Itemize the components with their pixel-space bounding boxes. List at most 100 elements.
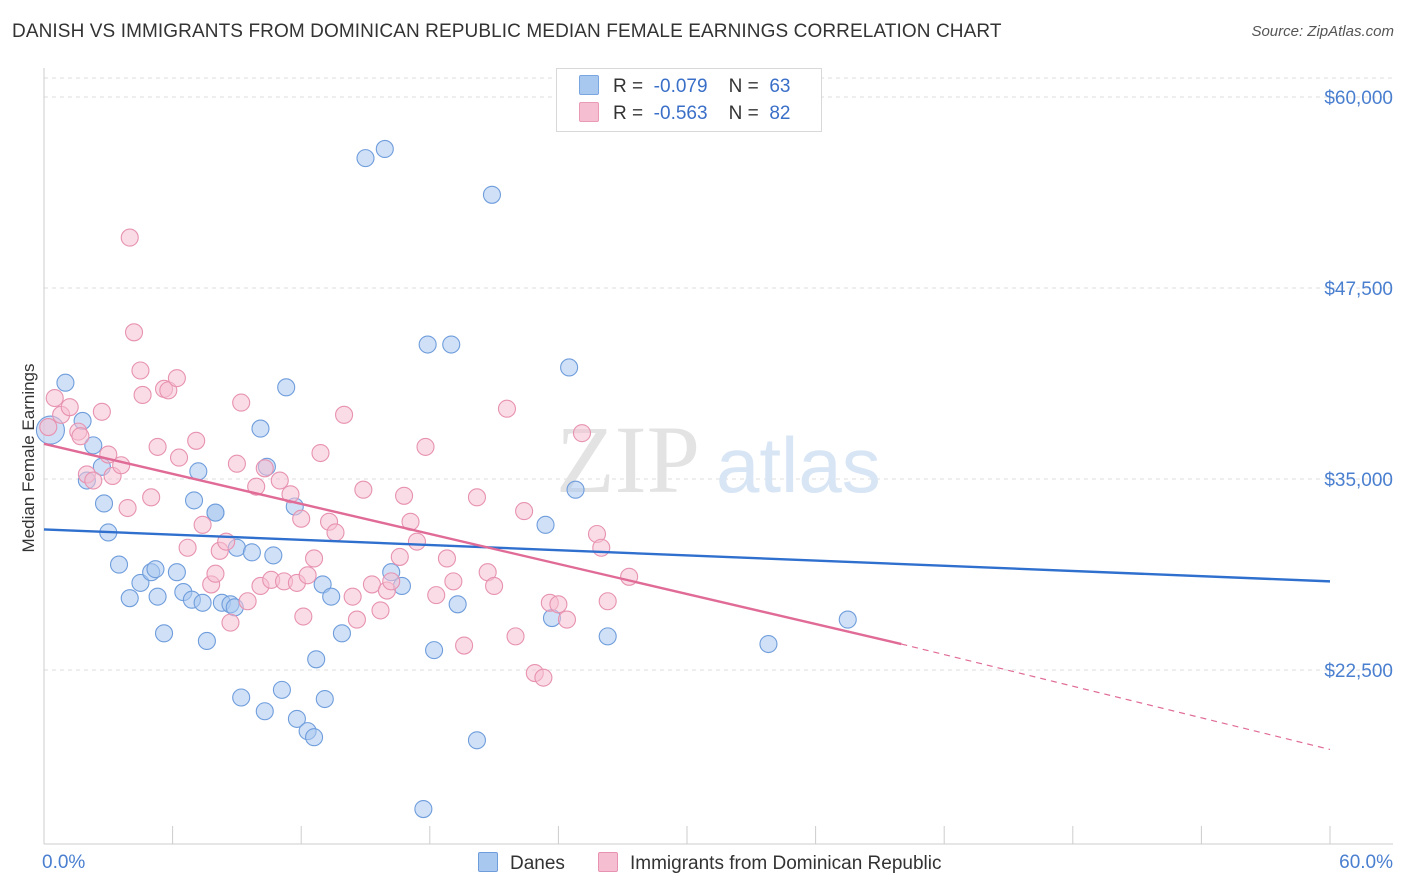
point-danes bbox=[313, 575, 332, 594]
point-danes bbox=[287, 709, 306, 728]
point-dominican bbox=[193, 515, 212, 534]
point-dominican bbox=[124, 323, 144, 342]
point-dominican bbox=[347, 610, 366, 629]
point-danes bbox=[242, 543, 261, 562]
point-danes bbox=[425, 641, 444, 660]
point-danes bbox=[442, 335, 461, 354]
y-tick-label: $35,000 bbox=[1324, 470, 1393, 491]
point-dominican bbox=[437, 549, 456, 568]
point-dominican bbox=[169, 448, 189, 467]
point-danes bbox=[448, 595, 467, 614]
legend-swatch-danes bbox=[478, 852, 498, 872]
point-dominican bbox=[427, 586, 446, 605]
point-dominican bbox=[506, 627, 525, 646]
data-points bbox=[35, 139, 857, 819]
y-axis-label: Median Female Earnings bbox=[19, 364, 38, 553]
point-danes bbox=[84, 436, 103, 455]
point-dominican bbox=[455, 636, 474, 655]
point-danes bbox=[232, 688, 251, 707]
point-dominican bbox=[311, 443, 330, 463]
point-dominican bbox=[206, 564, 225, 583]
watermark-atlas: atlas bbox=[716, 421, 881, 509]
point-dominican bbox=[407, 532, 426, 551]
point-dominican bbox=[148, 437, 167, 456]
point-danes bbox=[146, 560, 165, 579]
point-dominican bbox=[534, 668, 553, 687]
point-dominican bbox=[45, 388, 64, 408]
point-danes bbox=[184, 491, 204, 510]
point-danes bbox=[305, 728, 324, 747]
point-dominican bbox=[247, 477, 266, 496]
point-dominican bbox=[416, 437, 435, 456]
point-danes bbox=[356, 149, 375, 168]
n-value-danes: 63 bbox=[769, 76, 791, 97]
point-danes bbox=[131, 573, 150, 592]
point-danes bbox=[307, 650, 326, 669]
point-dominican bbox=[335, 405, 354, 424]
source-note: Source: ZipAtlas.com bbox=[1251, 23, 1394, 40]
point-dominican bbox=[485, 576, 504, 596]
point-danes bbox=[206, 503, 225, 522]
point-dominican bbox=[497, 399, 517, 418]
point-danes bbox=[193, 593, 212, 612]
point-dominican bbox=[92, 402, 111, 421]
point-dominican bbox=[572, 424, 592, 443]
point-danes bbox=[375, 139, 394, 159]
point-danes bbox=[94, 494, 114, 513]
point-dominican bbox=[390, 547, 409, 566]
point-danes bbox=[255, 702, 274, 721]
point-dominican bbox=[515, 502, 534, 521]
stats-row-danes: R = -0.079 N = 63 bbox=[579, 75, 790, 99]
legend-label-danes: Danes bbox=[510, 853, 565, 874]
point-danes bbox=[315, 689, 334, 709]
point-dominican bbox=[557, 610, 577, 629]
point-dominican bbox=[281, 485, 300, 504]
point-danes bbox=[759, 634, 778, 654]
point-danes bbox=[598, 627, 617, 646]
r-value-dominican: -0.563 bbox=[653, 103, 708, 124]
legend-item-dominican: Immigrants from Dominican Republic bbox=[598, 852, 942, 875]
x-tick-left: 0.0% bbox=[42, 852, 85, 873]
stats-legend: R = -0.079 N = 63 R = -0.563 N = 82 bbox=[556, 68, 822, 132]
point-dominican bbox=[159, 381, 178, 400]
point-dominican bbox=[343, 587, 362, 606]
point-danes bbox=[467, 731, 487, 750]
point-danes bbox=[482, 185, 502, 204]
point-danes bbox=[332, 624, 351, 643]
point-dominican bbox=[362, 575, 381, 594]
point-dominican bbox=[294, 607, 313, 626]
legend-swatch-dominican bbox=[598, 852, 618, 872]
point-danes bbox=[167, 563, 186, 582]
legend-label-dominican: Immigrants from Dominican Republic bbox=[630, 853, 942, 874]
swatch-danes bbox=[579, 75, 599, 95]
point-dominican bbox=[227, 454, 246, 473]
point-danes bbox=[418, 335, 437, 354]
point-dominican bbox=[326, 523, 345, 542]
trend-line-dominican-extension bbox=[901, 643, 1331, 751]
point-dominican bbox=[292, 509, 311, 528]
point-dominican bbox=[133, 385, 152, 405]
point-danes bbox=[322, 587, 341, 606]
point-danes bbox=[148, 587, 167, 606]
trend-lines bbox=[43, 442, 1331, 751]
point-dominican bbox=[255, 459, 274, 478]
point-dominican bbox=[444, 572, 463, 591]
point-dominican bbox=[270, 471, 289, 490]
r-value-danes: -0.079 bbox=[653, 76, 708, 97]
point-dominican bbox=[354, 480, 373, 499]
point-dominican bbox=[60, 398, 79, 417]
y-tick-label: $47,500 bbox=[1324, 279, 1393, 300]
grid-lines bbox=[44, 77, 1393, 671]
point-dominican bbox=[118, 498, 137, 518]
point-dominican bbox=[371, 601, 390, 620]
y-tick-label: $60,000 bbox=[1324, 88, 1393, 109]
legend-item-danes: Danes bbox=[478, 852, 565, 875]
point-danes bbox=[109, 555, 129, 574]
chart-title: DANISH VS IMMIGRANTS FROM DOMINICAN REPU… bbox=[12, 21, 1002, 42]
point-dominican bbox=[232, 393, 251, 412]
point-danes bbox=[560, 358, 579, 377]
axes bbox=[43, 68, 1393, 845]
point-dominican bbox=[84, 471, 103, 490]
point-danes bbox=[264, 546, 283, 565]
n-label: N = bbox=[728, 76, 759, 97]
